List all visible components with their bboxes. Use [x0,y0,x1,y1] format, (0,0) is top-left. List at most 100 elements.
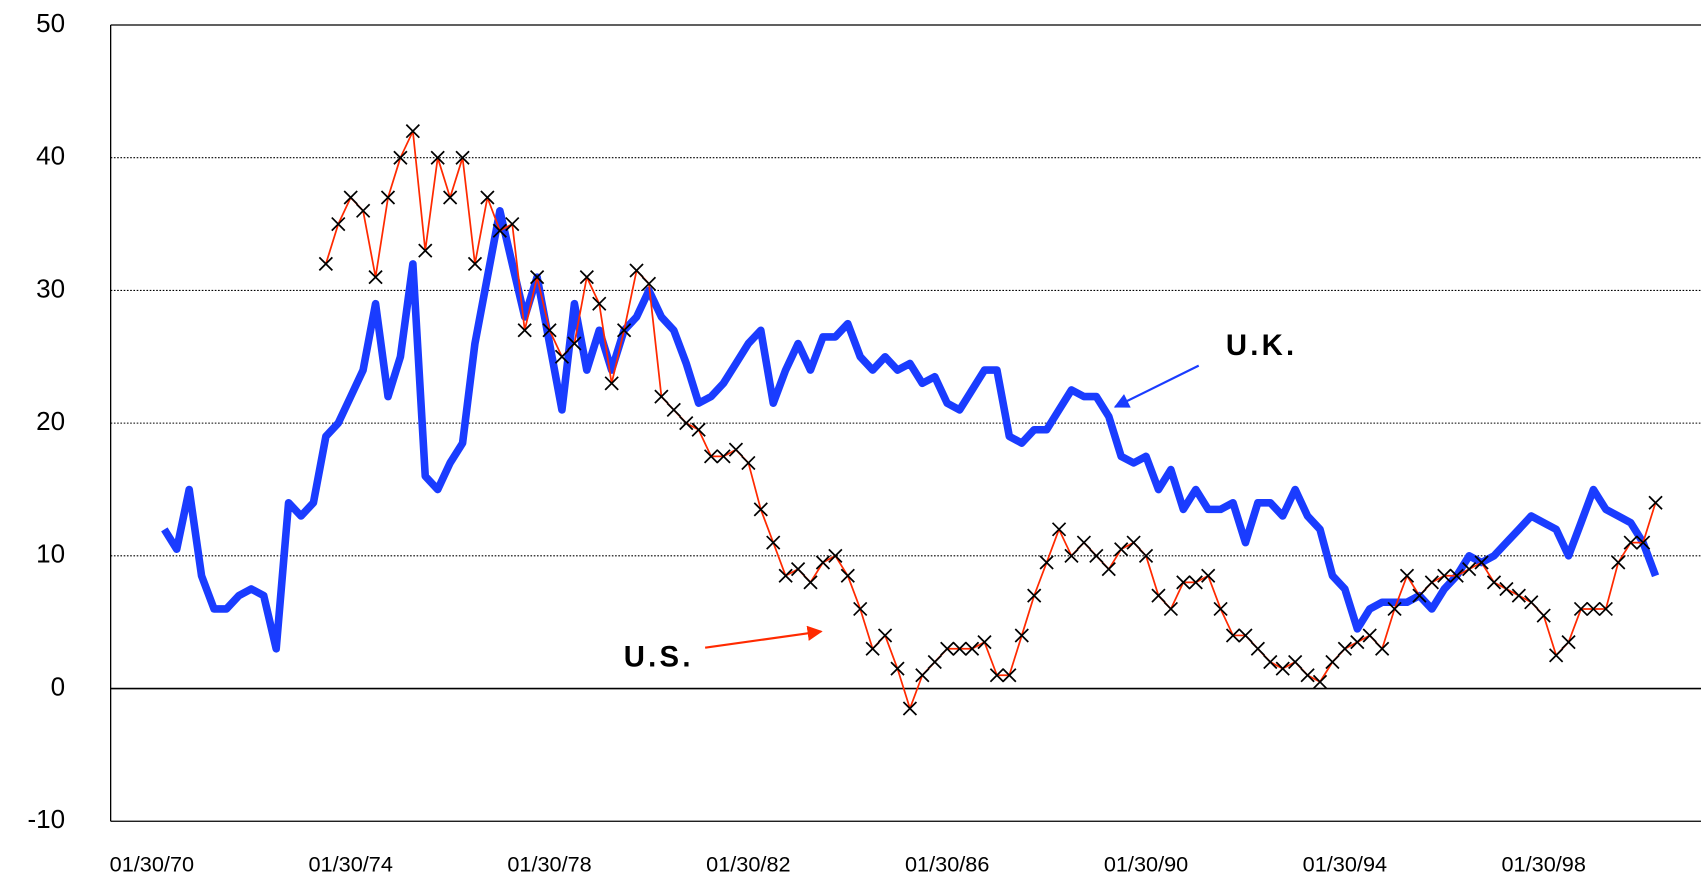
marker [542,323,557,338]
marker [1387,601,1402,617]
marker [1176,575,1191,590]
marker [940,641,955,656]
marker [853,601,868,617]
marker [1635,535,1651,550]
marker [1300,668,1315,683]
marker [1598,601,1613,617]
marker [989,668,1005,683]
marker [1163,601,1179,617]
marker [455,150,470,165]
marker [1623,535,1638,550]
marker [977,634,992,650]
marker [728,442,744,457]
y-tick-label: 50 [36,8,65,38]
marker [1225,628,1241,643]
marker [828,548,843,563]
y-tick-label: 40 [36,141,65,171]
marker [1014,628,1029,643]
marker [915,668,930,683]
x-tick-label: 01/30/74 [308,851,392,876]
marker [815,555,831,570]
marker [1188,575,1203,590]
marker [1449,568,1464,583]
marker [1250,641,1266,656]
marker [679,416,694,431]
marker [753,502,768,517]
marker [1101,562,1116,577]
y-tick-label: 0 [51,671,65,701]
marker [1412,588,1427,603]
marker [1462,562,1477,577]
marker [343,190,358,205]
marker [1573,601,1589,617]
marker [1611,555,1626,570]
marker [405,124,420,139]
marker [331,216,346,232]
marker [1486,575,1502,590]
marker [703,449,719,464]
x-tick-label: 01/30/86 [905,851,989,876]
y-tick-label: 10 [36,539,65,569]
marker [1002,668,1017,683]
annotation-arrow [1113,364,1200,408]
marker [1275,661,1290,676]
marker [1474,555,1489,570]
marker [1325,654,1340,670]
marker [1561,634,1576,650]
series-line [325,130,1657,710]
marker [1114,542,1129,557]
marker [641,276,657,291]
marker [1437,568,1452,583]
marker [1312,674,1328,690]
marker [1201,568,1216,583]
marker [1213,601,1228,617]
annotation: U.S. [624,640,694,673]
marker [691,422,706,437]
marker [1536,608,1551,623]
marker [840,568,855,583]
marker [716,449,731,464]
x-tick-label: 01/30/90 [1104,851,1188,876]
marker [368,270,383,285]
marker [430,150,445,165]
marker [1126,535,1141,550]
marker [1027,588,1042,603]
marker [865,641,880,656]
grid [110,157,1701,690]
marker [1586,601,1601,617]
marker [554,349,570,364]
marker [1263,654,1278,670]
x-tick-label: 01/30/94 [1303,851,1387,876]
marker [1337,641,1352,656]
marker [1499,581,1514,597]
marker [629,263,644,278]
marker [1549,648,1564,663]
x-tick-label: 01/30/70 [110,851,194,876]
annotation: U.K. [1226,329,1298,362]
y-tick-label: 20 [36,406,65,436]
marker [964,641,980,656]
marker [592,296,607,311]
marker [877,628,893,643]
series [161,124,1663,716]
marker [467,256,483,272]
marker [1350,634,1365,650]
marker [766,535,781,550]
marker [1238,628,1253,643]
marker [579,270,594,285]
marker [890,661,905,676]
marker [443,190,458,205]
annotation-arrow [704,625,823,649]
marker [666,402,681,417]
marker [1039,555,1054,570]
marker [1399,568,1415,583]
marker [1362,628,1377,643]
marker [952,641,967,656]
marker [517,323,532,338]
marker [1076,535,1092,550]
marker [505,216,520,232]
x-tick-label: 01/30/82 [706,851,790,876]
y-tick-label: 30 [36,273,65,303]
marker [492,223,507,238]
